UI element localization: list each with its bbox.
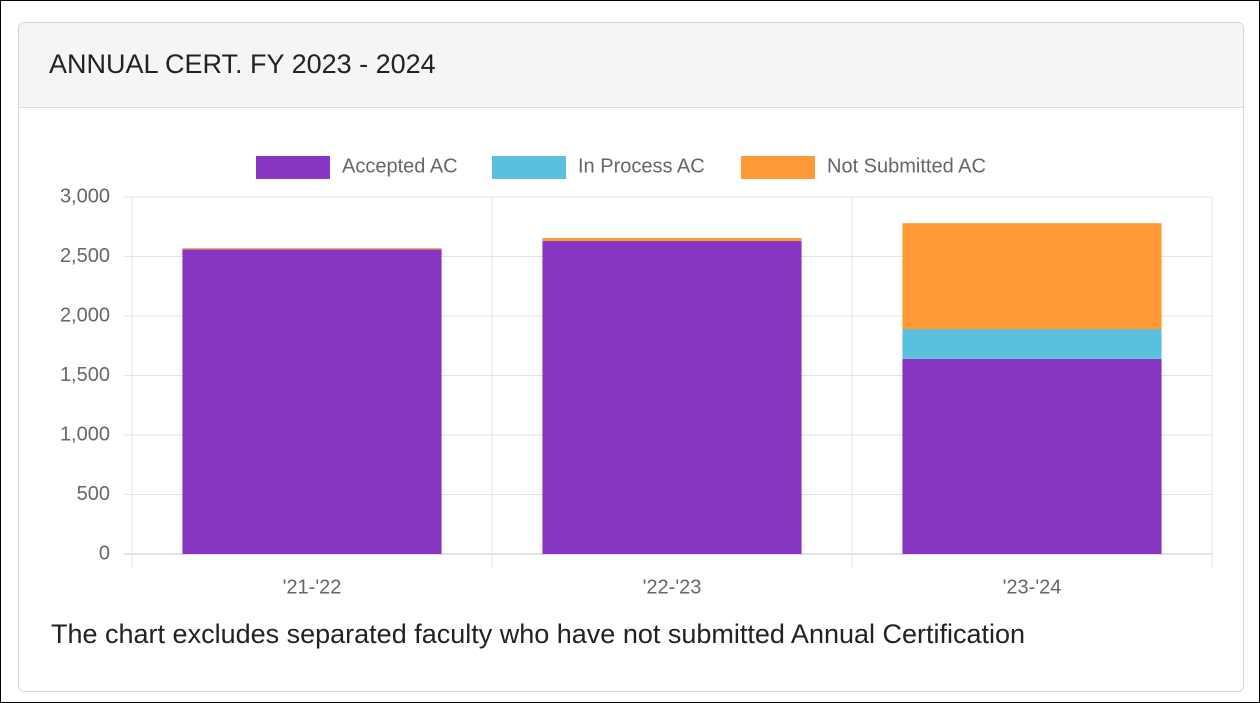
y-tick-label: 500 <box>77 483 110 505</box>
bar-segment <box>902 223 1162 330</box>
card-header: ANNUAL CERT. FY 2023 - 2024 <box>19 23 1243 108</box>
x-tick-label: '21-'22 <box>283 576 342 598</box>
bar-segment <box>182 248 442 250</box>
card: ANNUAL CERT. FY 2023 - 2024 The chart ex… <box>18 22 1244 692</box>
y-tick-label: 2,000 <box>60 304 110 326</box>
footnote: The chart excludes separated faculty who… <box>51 619 1026 649</box>
y-tick-label: 2,500 <box>60 245 110 267</box>
legend-label: In Process AC <box>578 155 705 177</box>
bar-segment <box>902 358 1162 554</box>
bar-segment <box>182 249 442 555</box>
y-tick-label: 1,000 <box>60 423 110 445</box>
legend-swatch <box>256 156 330 179</box>
y-tick-label: 0 <box>99 542 110 564</box>
x-tick-label: '23-'24 <box>1003 576 1062 598</box>
bar-segment <box>542 241 802 554</box>
bar-segment <box>902 329 1162 359</box>
legend-label: Not Submitted AC <box>827 155 986 177</box>
legend-swatch <box>492 156 566 179</box>
card-title: ANNUAL CERT. FY 2023 - 2024 <box>49 49 436 79</box>
y-tick-label: 1,500 <box>60 364 110 386</box>
x-tick-label: '22-'23 <box>643 576 702 598</box>
legend-swatch <box>741 156 815 179</box>
y-tick-label: 3,000 <box>60 185 110 207</box>
bar-segment <box>542 238 802 242</box>
legend-label: Accepted AC <box>342 155 458 177</box>
